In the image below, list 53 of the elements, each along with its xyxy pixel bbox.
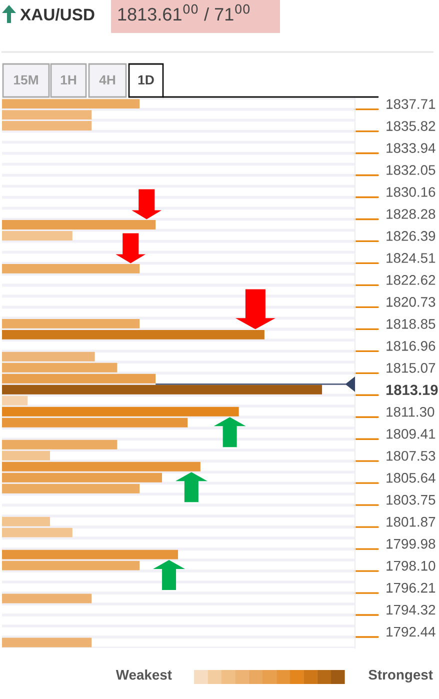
y-tick-label: 1824.51 bbox=[386, 253, 436, 263]
y-tick-label: 1809.41 bbox=[386, 428, 436, 439]
y-tick-label: 1801.87 bbox=[386, 516, 436, 527]
bar bbox=[2, 231, 72, 240]
bar bbox=[2, 484, 140, 494]
text: 4H bbox=[99, 75, 116, 84]
bar bbox=[2, 362, 118, 372]
bar bbox=[2, 638, 92, 648]
y-tick-label: 1799.98 bbox=[386, 538, 436, 549]
bar bbox=[2, 318, 140, 328]
y-tick-label: 1803.75 bbox=[386, 494, 436, 505]
bar bbox=[2, 220, 156, 230]
bar bbox=[2, 264, 140, 274]
y-tick-label: 1805.64 bbox=[386, 472, 436, 483]
bar bbox=[2, 462, 200, 472]
bar bbox=[2, 396, 28, 406]
text: 15M bbox=[14, 75, 38, 85]
y-tick-label: 1816.96 bbox=[386, 341, 436, 351]
bar bbox=[2, 550, 178, 560]
text: Weakest bbox=[116, 670, 172, 680]
y-tick-label: 1828.28 bbox=[386, 209, 436, 219]
y-tick-label: 1813.19 bbox=[386, 384, 438, 396]
y-tick-label: 1835.82 bbox=[386, 121, 436, 131]
y-tick-label: 1796.21 bbox=[386, 582, 436, 593]
y-tick-label: 1792.44 bbox=[386, 626, 436, 637]
y-tick-label: 1807.53 bbox=[386, 450, 436, 461]
text: 1H bbox=[60, 75, 76, 84]
y-tick-label: 1830.16 bbox=[386, 187, 436, 197]
bar bbox=[2, 418, 188, 428]
y-tick-label: 1837.71 bbox=[386, 99, 436, 109]
y-tick-label: 1832.05 bbox=[386, 165, 436, 175]
y-tick-label: 1811.30 bbox=[386, 406, 434, 417]
bar bbox=[2, 472, 162, 482]
y-tick-label: 1798.10 bbox=[386, 560, 436, 571]
bar bbox=[2, 330, 264, 340]
bar bbox=[2, 594, 92, 604]
bar bbox=[2, 99, 140, 109]
text: Strongest bbox=[368, 670, 433, 682]
bar bbox=[2, 450, 50, 460]
chart-title: XAU/USD bbox=[20, 8, 94, 21]
y-tick-label: 1833.94 bbox=[386, 143, 436, 153]
bar bbox=[2, 352, 95, 362]
y-tick-label: 1822.62 bbox=[386, 275, 436, 285]
y-tick-label: 1818.85 bbox=[386, 319, 436, 329]
y-tick-label: 1794.32 bbox=[386, 604, 436, 615]
text: 1D bbox=[138, 75, 154, 84]
y-tick-label: 1826.39 bbox=[386, 231, 436, 241]
bar bbox=[2, 560, 140, 570]
y-tick-label: 1815.07 bbox=[386, 362, 436, 373]
bar bbox=[2, 440, 118, 450]
y-tick-label: 1820.73 bbox=[386, 297, 436, 307]
bar bbox=[2, 406, 239, 416]
chart-subtitle: 1813.61$^{00}$ / 71$^{00}$ bbox=[118, 4, 250, 21]
